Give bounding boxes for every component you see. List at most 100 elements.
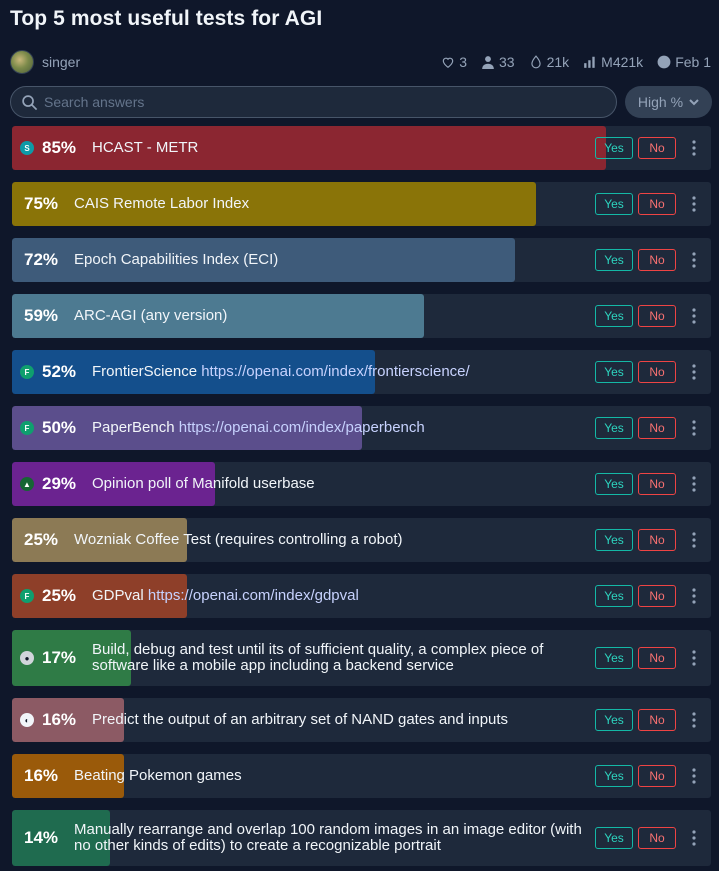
answer-actions: Yes No [595,810,701,866]
yes-button[interactable]: Yes [595,765,633,787]
answer-probability: 85% [42,138,77,157]
answer-link[interactable]: https://openai.com/index/gdpval [147,587,359,604]
answer-content: S 85% HCAST - METR [12,126,587,170]
creator-avatar-icon[interactable]: ▲ [20,477,34,491]
answer-content: ◐ 16% Predict the output of an arbitrary s… [12,698,587,742]
no-button[interactable]: No [638,249,676,271]
answer-content: ● 17% Build, debug and test until its of s… [12,630,587,686]
yes-button[interactable]: Yes [595,709,633,731]
answer-actions: Yes No [595,518,701,562]
likes-stat[interactable]: 3 [441,54,467,70]
answer-row[interactable]: 59% ARC-AGI (any version) Yes No [12,294,711,338]
probability-bar [12,810,110,866]
answer-content: 25% Wozniak Coffee Test (requires control… [12,518,587,562]
no-button[interactable]: No [638,647,676,669]
yes-button[interactable]: Yes [595,361,633,383]
more-options-icon[interactable] [687,137,701,159]
no-button[interactable]: No [638,709,676,731]
yes-button[interactable]: Yes [595,305,633,327]
more-options-icon[interactable] [687,417,701,439]
traders-count: 33 [499,54,515,70]
more-options-icon[interactable] [687,193,701,215]
more-options-icon[interactable] [687,585,701,607]
answer-row[interactable]: S 85% HCAST - METR Yes No [12,126,711,170]
answer-row[interactable]: F 52% FrontierScience https://openai.com/i… [12,350,711,394]
yes-button[interactable]: Yes [595,137,633,159]
yes-button[interactable]: Yes [595,417,633,439]
no-button[interactable]: No [638,193,676,215]
answer-row[interactable]: F 50% PaperBench https://openai.com/index/… [12,406,711,450]
more-options-icon[interactable] [687,473,701,495]
no-button[interactable]: No [638,473,676,495]
more-options-icon[interactable] [687,709,701,731]
answer-row[interactable]: F 25% GDPval https://openai.com/index/gdpv… [12,574,711,618]
yes-button[interactable]: Yes [595,647,633,669]
answer-actions: Yes No [595,574,701,618]
yes-button[interactable]: Yes [595,827,633,849]
answer-probability: 72% [24,250,59,269]
yes-button[interactable]: Yes [595,473,633,495]
answer-link[interactable]: https://openai.com/index/frontierscience… [201,363,470,380]
no-button[interactable]: No [638,305,676,327]
answer-row[interactable]: 16% Beating Pokemon games Yes No [12,754,711,798]
probability-bar [12,126,606,170]
volume-stat[interactable]: M421k [583,54,643,70]
answer-row[interactable]: ▲ 29% Opinion poll of Manifold userbase Yes… [12,462,711,506]
more-options-icon[interactable] [687,827,701,849]
answer-row[interactable]: 14% Manually rearrange and overlap 100 ra… [12,810,711,866]
answer-row[interactable]: 75% CAIS Remote Labor Index Yes No [12,182,711,226]
no-button[interactable]: No [638,137,676,159]
liquidity-stat[interactable]: 21k [529,54,569,70]
answer-row[interactable]: ◐ 16% Predict the output of an arbitrary s… [12,698,711,742]
answer-probability: 52% [42,362,77,381]
traders-stat[interactable]: 33 [481,54,515,70]
no-button[interactable]: No [638,529,676,551]
more-options-icon[interactable] [687,765,701,787]
search-input[interactable] [44,94,584,110]
answer-label: Opinion poll of Manifold userbase [92,476,315,492]
creator-avatar-icon[interactable]: ● [20,651,34,665]
volume-amount: M421k [601,54,644,70]
creator-avatar-icon[interactable]: F [20,421,34,435]
search-box[interactable] [10,86,617,118]
no-button[interactable]: No [638,585,676,607]
answer-row[interactable]: 25% Wozniak Coffee Test (requires control… [12,518,711,562]
sort-label: High % [637,94,684,110]
sort-dropdown[interactable]: High % [625,86,712,118]
more-options-icon[interactable] [687,647,701,669]
no-button[interactable]: No [638,765,676,787]
answer-row[interactable]: 72% Epoch Capabilities Index (ECI) Yes No [12,238,711,282]
creator-avatar-icon[interactable]: F [20,365,34,379]
more-options-icon[interactable] [687,249,701,271]
answer-link[interactable]: https://openai.com/index/paperbench [178,419,425,436]
answer-label: Build, debug and test until its of suffi… [92,642,587,674]
answer-row[interactable]: ● 17% Build, debug and test until its of s… [12,630,711,686]
answer-actions: Yes No [595,462,701,506]
more-options-icon[interactable] [687,305,701,327]
yes-button[interactable]: Yes [595,249,633,271]
no-button[interactable]: No [638,417,676,439]
answer-actions: Yes No [595,406,701,450]
no-button[interactable]: No [638,827,676,849]
creator-avatar-icon[interactable]: S [20,141,34,155]
answer-probability: 59% [24,306,59,325]
answer-actions: Yes No [595,754,701,798]
date-stat[interactable]: Feb 1 [657,54,711,70]
yes-button[interactable]: Yes [595,193,633,215]
probability-bar [12,518,187,562]
yes-button[interactable]: Yes [595,529,633,551]
answer-actions: Yes No [595,698,701,742]
creator-avatar-icon[interactable]: F [20,589,34,603]
answer-label: HCAST - METR [92,140,198,156]
answer-label: Manually rearrange and overlap 100 rando… [74,822,587,854]
more-options-icon[interactable] [687,529,701,551]
author-name[interactable]: singer [42,54,81,70]
answer-text: PaperBench [92,419,179,436]
no-button[interactable]: No [638,361,676,383]
answer-content: 72% Epoch Capabilities Index (ECI) [12,238,587,282]
yes-button[interactable]: Yes [595,585,633,607]
more-options-icon[interactable] [687,361,701,383]
avatar[interactable] [10,50,34,74]
creator-avatar-icon[interactable]: ◐ [20,713,34,727]
